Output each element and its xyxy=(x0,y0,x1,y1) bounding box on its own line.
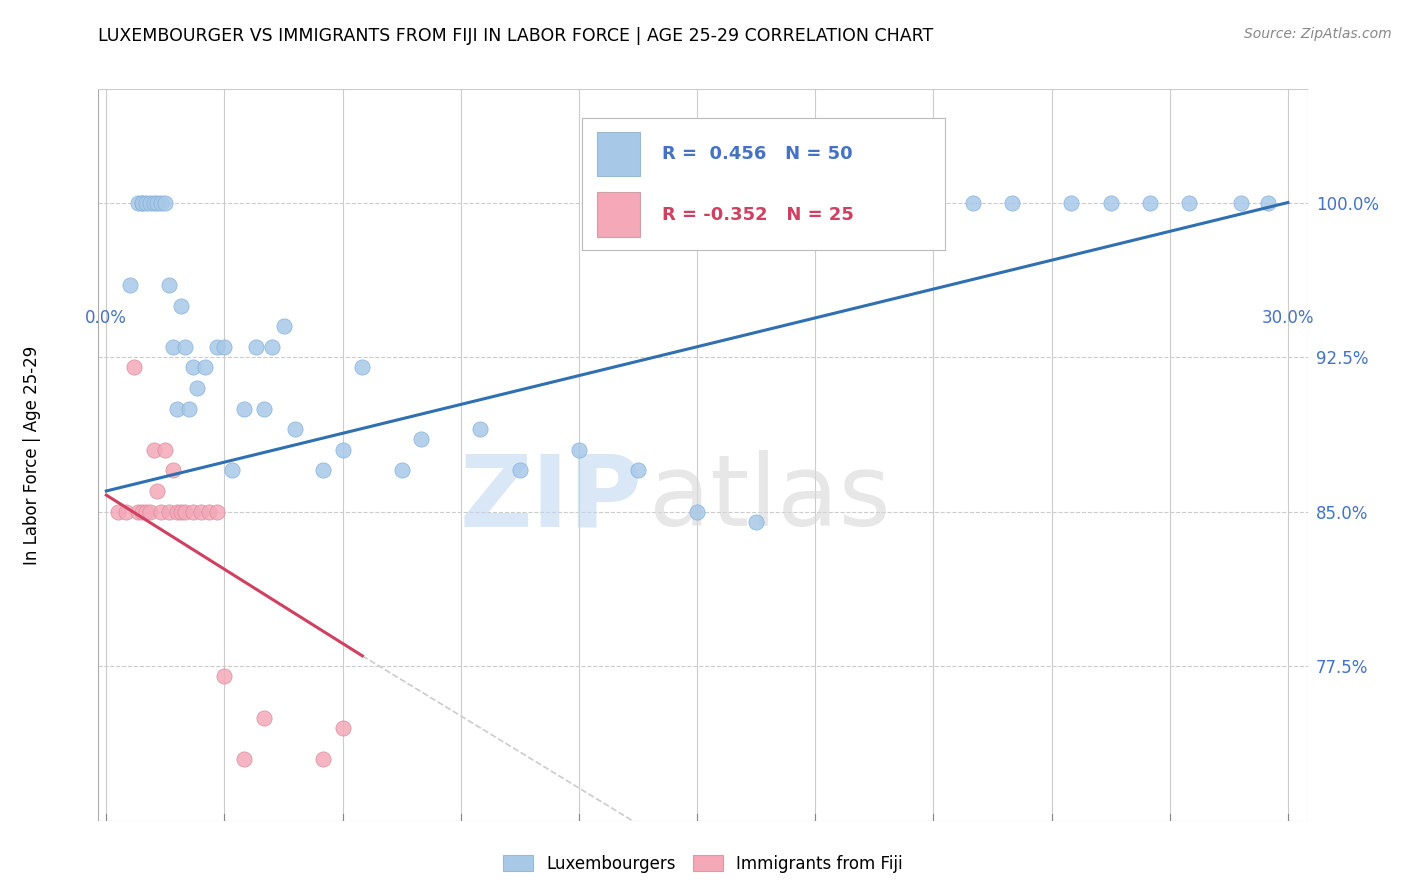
Point xyxy=(162,340,184,354)
Point xyxy=(332,721,354,735)
Point xyxy=(312,463,335,477)
Point xyxy=(142,442,165,457)
Point xyxy=(745,515,768,529)
Point xyxy=(170,505,193,519)
Point xyxy=(1001,195,1024,210)
Point xyxy=(197,505,219,519)
Point xyxy=(186,381,208,395)
Point xyxy=(509,463,531,477)
Text: In Labor Force | Age 25-29: In Labor Force | Age 25-29 xyxy=(22,345,41,565)
Point xyxy=(233,752,256,766)
Point xyxy=(146,483,169,498)
Point xyxy=(1060,195,1083,210)
Point xyxy=(253,401,276,416)
Point xyxy=(166,401,188,416)
Point xyxy=(205,340,228,354)
Point xyxy=(135,505,157,519)
Point xyxy=(245,340,267,354)
Point xyxy=(166,505,188,519)
Point xyxy=(1229,195,1251,210)
Point xyxy=(127,505,149,519)
Point xyxy=(138,505,160,519)
Point xyxy=(352,360,374,375)
Point xyxy=(260,340,283,354)
Point xyxy=(122,360,145,375)
Text: ZIP: ZIP xyxy=(460,450,643,548)
Point xyxy=(411,433,433,447)
Point xyxy=(138,195,160,210)
Point xyxy=(162,463,184,477)
Point xyxy=(131,195,153,210)
Point xyxy=(157,277,180,292)
Point xyxy=(157,505,180,519)
Point xyxy=(146,195,169,210)
Point xyxy=(214,340,236,354)
Text: Source: ZipAtlas.com: Source: ZipAtlas.com xyxy=(1244,27,1392,41)
Point xyxy=(190,505,212,519)
Point xyxy=(922,195,945,210)
Point xyxy=(155,195,177,210)
Point xyxy=(253,711,276,725)
Text: 30.0%: 30.0% xyxy=(1261,309,1315,326)
Point xyxy=(131,505,153,519)
Point xyxy=(391,463,413,477)
Point xyxy=(1139,195,1161,210)
Point xyxy=(115,505,138,519)
Point xyxy=(131,195,153,210)
Point xyxy=(205,505,228,519)
Point xyxy=(214,669,236,683)
Point xyxy=(962,195,984,210)
Point xyxy=(135,195,157,210)
Point xyxy=(181,360,204,375)
Point xyxy=(568,442,591,457)
Legend: Luxembourgers, Immigrants from Fiji: Luxembourgers, Immigrants from Fiji xyxy=(496,848,910,880)
Point xyxy=(221,463,243,477)
Point xyxy=(332,442,354,457)
Point xyxy=(1257,195,1279,210)
Point xyxy=(627,463,650,477)
Point xyxy=(686,505,709,519)
Text: LUXEMBOURGER VS IMMIGRANTS FROM FIJI IN LABOR FORCE | AGE 25-29 CORRELATION CHAR: LUXEMBOURGER VS IMMIGRANTS FROM FIJI IN … xyxy=(98,27,934,45)
Text: 0.0%: 0.0% xyxy=(86,309,127,326)
Point xyxy=(155,442,177,457)
Point xyxy=(174,505,197,519)
Point xyxy=(804,195,827,210)
Point xyxy=(1178,195,1201,210)
Point xyxy=(142,195,165,210)
Point xyxy=(273,319,295,334)
Point xyxy=(470,422,492,436)
Point xyxy=(863,195,886,210)
Point xyxy=(150,505,173,519)
Point xyxy=(107,505,129,519)
Point xyxy=(170,299,193,313)
Point xyxy=(127,195,149,210)
Text: atlas: atlas xyxy=(648,450,890,548)
Point xyxy=(150,195,173,210)
Point xyxy=(233,401,256,416)
Point xyxy=(312,752,335,766)
Point xyxy=(1099,195,1122,210)
Point xyxy=(118,277,141,292)
Point xyxy=(181,505,204,519)
Point xyxy=(177,401,200,416)
Point xyxy=(174,340,197,354)
Point xyxy=(194,360,217,375)
Point xyxy=(284,422,307,436)
